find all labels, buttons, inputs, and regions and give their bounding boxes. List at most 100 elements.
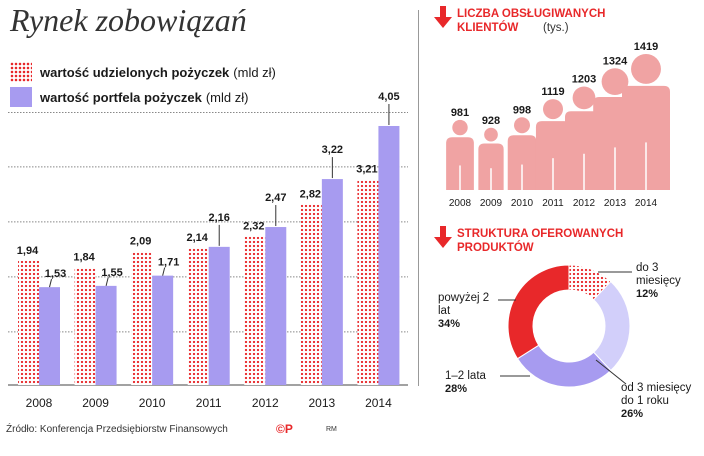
x-tick-label: 2011 — [196, 396, 222, 410]
bar-granted — [300, 204, 322, 385]
label-leader-line — [105, 277, 109, 286]
x-tick-label: 2012 — [252, 396, 279, 410]
x-tick-label: 2014 — [365, 396, 392, 410]
slice-pct: 28% — [445, 383, 468, 395]
clients-value-label: 928 — [482, 115, 500, 127]
legend-swatch-purple — [10, 87, 32, 107]
slice-label-od-3-miesiecy: od 3 miesięcy do 1 roku 26% — [621, 382, 701, 421]
data-label-granted: 2,14 — [187, 232, 209, 244]
slice-pct: 34% — [438, 318, 461, 330]
person-body — [622, 85, 670, 190]
bar-granted — [74, 267, 96, 385]
slice-label-1-2-lata: 1–2 lata 28% — [445, 370, 505, 396]
person-body — [446, 137, 474, 190]
clients-year-label: 2008 — [449, 198, 472, 209]
clients-year-label: 2011 — [542, 198, 564, 209]
data-label-portfolio: 1,53 — [45, 268, 66, 280]
legend-swatch-dotted — [10, 62, 32, 82]
person-figure — [535, 99, 571, 190]
publisher-logo: ©P — [276, 422, 293, 436]
slice-label-text: 1–2 lata — [445, 370, 486, 382]
legend-item-granted: wartość udzielonych pożyczek (mld zł) — [10, 62, 276, 82]
donut-slice — [507, 264, 570, 360]
person-figure — [507, 117, 537, 190]
person-head — [601, 68, 629, 96]
person-body — [478, 143, 504, 190]
legend-label: wartość portfela pożyczek — [40, 89, 202, 105]
legend-label: wartość udzielonych pożyczek — [40, 64, 230, 80]
bar-portfolio — [152, 275, 174, 385]
data-label-portfolio: 3,22 — [322, 144, 343, 156]
person-body — [535, 121, 571, 190]
products-title: STRUKTURA OFEROWANYCH PRODUKTÓW — [457, 228, 624, 254]
person-head — [452, 119, 468, 136]
source-note: Źródło: Konferencja Przedsiębiorstw Fina… — [6, 424, 228, 435]
clients-value-label: 1119 — [541, 86, 564, 98]
person-head — [484, 127, 498, 142]
person-figure — [446, 119, 474, 190]
label-leader-line — [162, 267, 166, 276]
slice-label-text: od 3 miesięcy do 1 roku — [621, 382, 692, 407]
clients-year-label: 2013 — [604, 198, 627, 209]
clients-year-label: 2009 — [480, 198, 503, 209]
slice-label-text: powyżej 2 lat — [438, 292, 490, 317]
person-head — [513, 117, 531, 134]
clients-value-label: 1203 — [572, 73, 596, 85]
chart-title: Rynek zobowiązań — [10, 2, 247, 38]
donut-slice — [592, 280, 631, 372]
data-label-granted: 2,82 — [300, 189, 321, 201]
slice-label-powyzej-2-lat: powyżej 2 lat 34% — [438, 292, 496, 331]
bar-portfolio — [208, 246, 230, 385]
bar-granted — [357, 179, 379, 385]
bar-portfolio — [265, 227, 287, 385]
author-initials: RM — [326, 426, 337, 433]
bar-portfolio — [321, 179, 343, 385]
person-head — [572, 86, 596, 110]
data-label-granted: 2,32 — [243, 221, 264, 233]
x-tick-label: 2013 — [309, 396, 336, 410]
person-body — [507, 135, 537, 190]
data-label-granted: 3,21 — [356, 164, 377, 176]
bar-granted — [244, 236, 266, 385]
legend-unit: (mld zł) — [233, 64, 276, 80]
legend-item-portfolio: wartość portfela pożyczek (mld zł) — [10, 87, 248, 107]
clients-value-label: 1324 — [603, 55, 628, 67]
data-label-portfolio: 4,05 — [378, 91, 399, 103]
x-tick-label: 2008 — [26, 396, 53, 410]
bar-portfolio — [39, 287, 60, 385]
slice-label-text: do 3 miesięcy — [636, 262, 681, 287]
data-label-granted: 1,84 — [73, 251, 95, 263]
data-label-portfolio: 2,47 — [265, 192, 286, 204]
label-leader-line — [49, 279, 52, 288]
clients-value-label: 998 — [513, 104, 531, 116]
bar-granted — [131, 251, 153, 385]
slice-pct: 26% — [621, 408, 644, 420]
data-label-granted: 1,94 — [17, 245, 39, 257]
person-head — [542, 99, 564, 120]
section-divider — [418, 10, 419, 386]
leader-line — [595, 359, 627, 385]
x-tick-label: 2009 — [82, 396, 109, 410]
data-label-portfolio: 1,55 — [101, 267, 122, 279]
clients-title-unit: (tys.) — [543, 22, 569, 34]
slice-label-do-3-miesiecy: do 3 miesięcy 12% — [636, 262, 696, 301]
data-label-granted: 2,09 — [130, 235, 151, 247]
clients-year-label: 2010 — [511, 198, 534, 209]
bar-chart: 1,94 1,53 2008 1,84 1,55 2009 2,09 1,71 2010 2,14… — [8, 91, 408, 410]
arrow-down-icon — [434, 6, 452, 28]
clients-year-label: 2014 — [635, 198, 658, 209]
data-label-portfolio: 1,71 — [158, 257, 179, 269]
slice-pct: 12% — [636, 288, 659, 300]
person-head — [631, 54, 661, 84]
bar-portfolio — [378, 125, 400, 385]
arrow-down-icon — [434, 226, 452, 248]
bar-granted — [18, 260, 39, 385]
data-label-portfolio: 2,16 — [209, 212, 230, 224]
clients-title: LICZBA OBSŁUGIWANYCH KLIENTÓW (tys.) — [457, 7, 647, 35]
clients-year-label: 2012 — [573, 198, 596, 209]
legend-unit: (mld zł) — [205, 89, 249, 105]
clients-value-label: 981 — [451, 107, 469, 119]
x-tick-label: 2010 — [139, 396, 166, 410]
